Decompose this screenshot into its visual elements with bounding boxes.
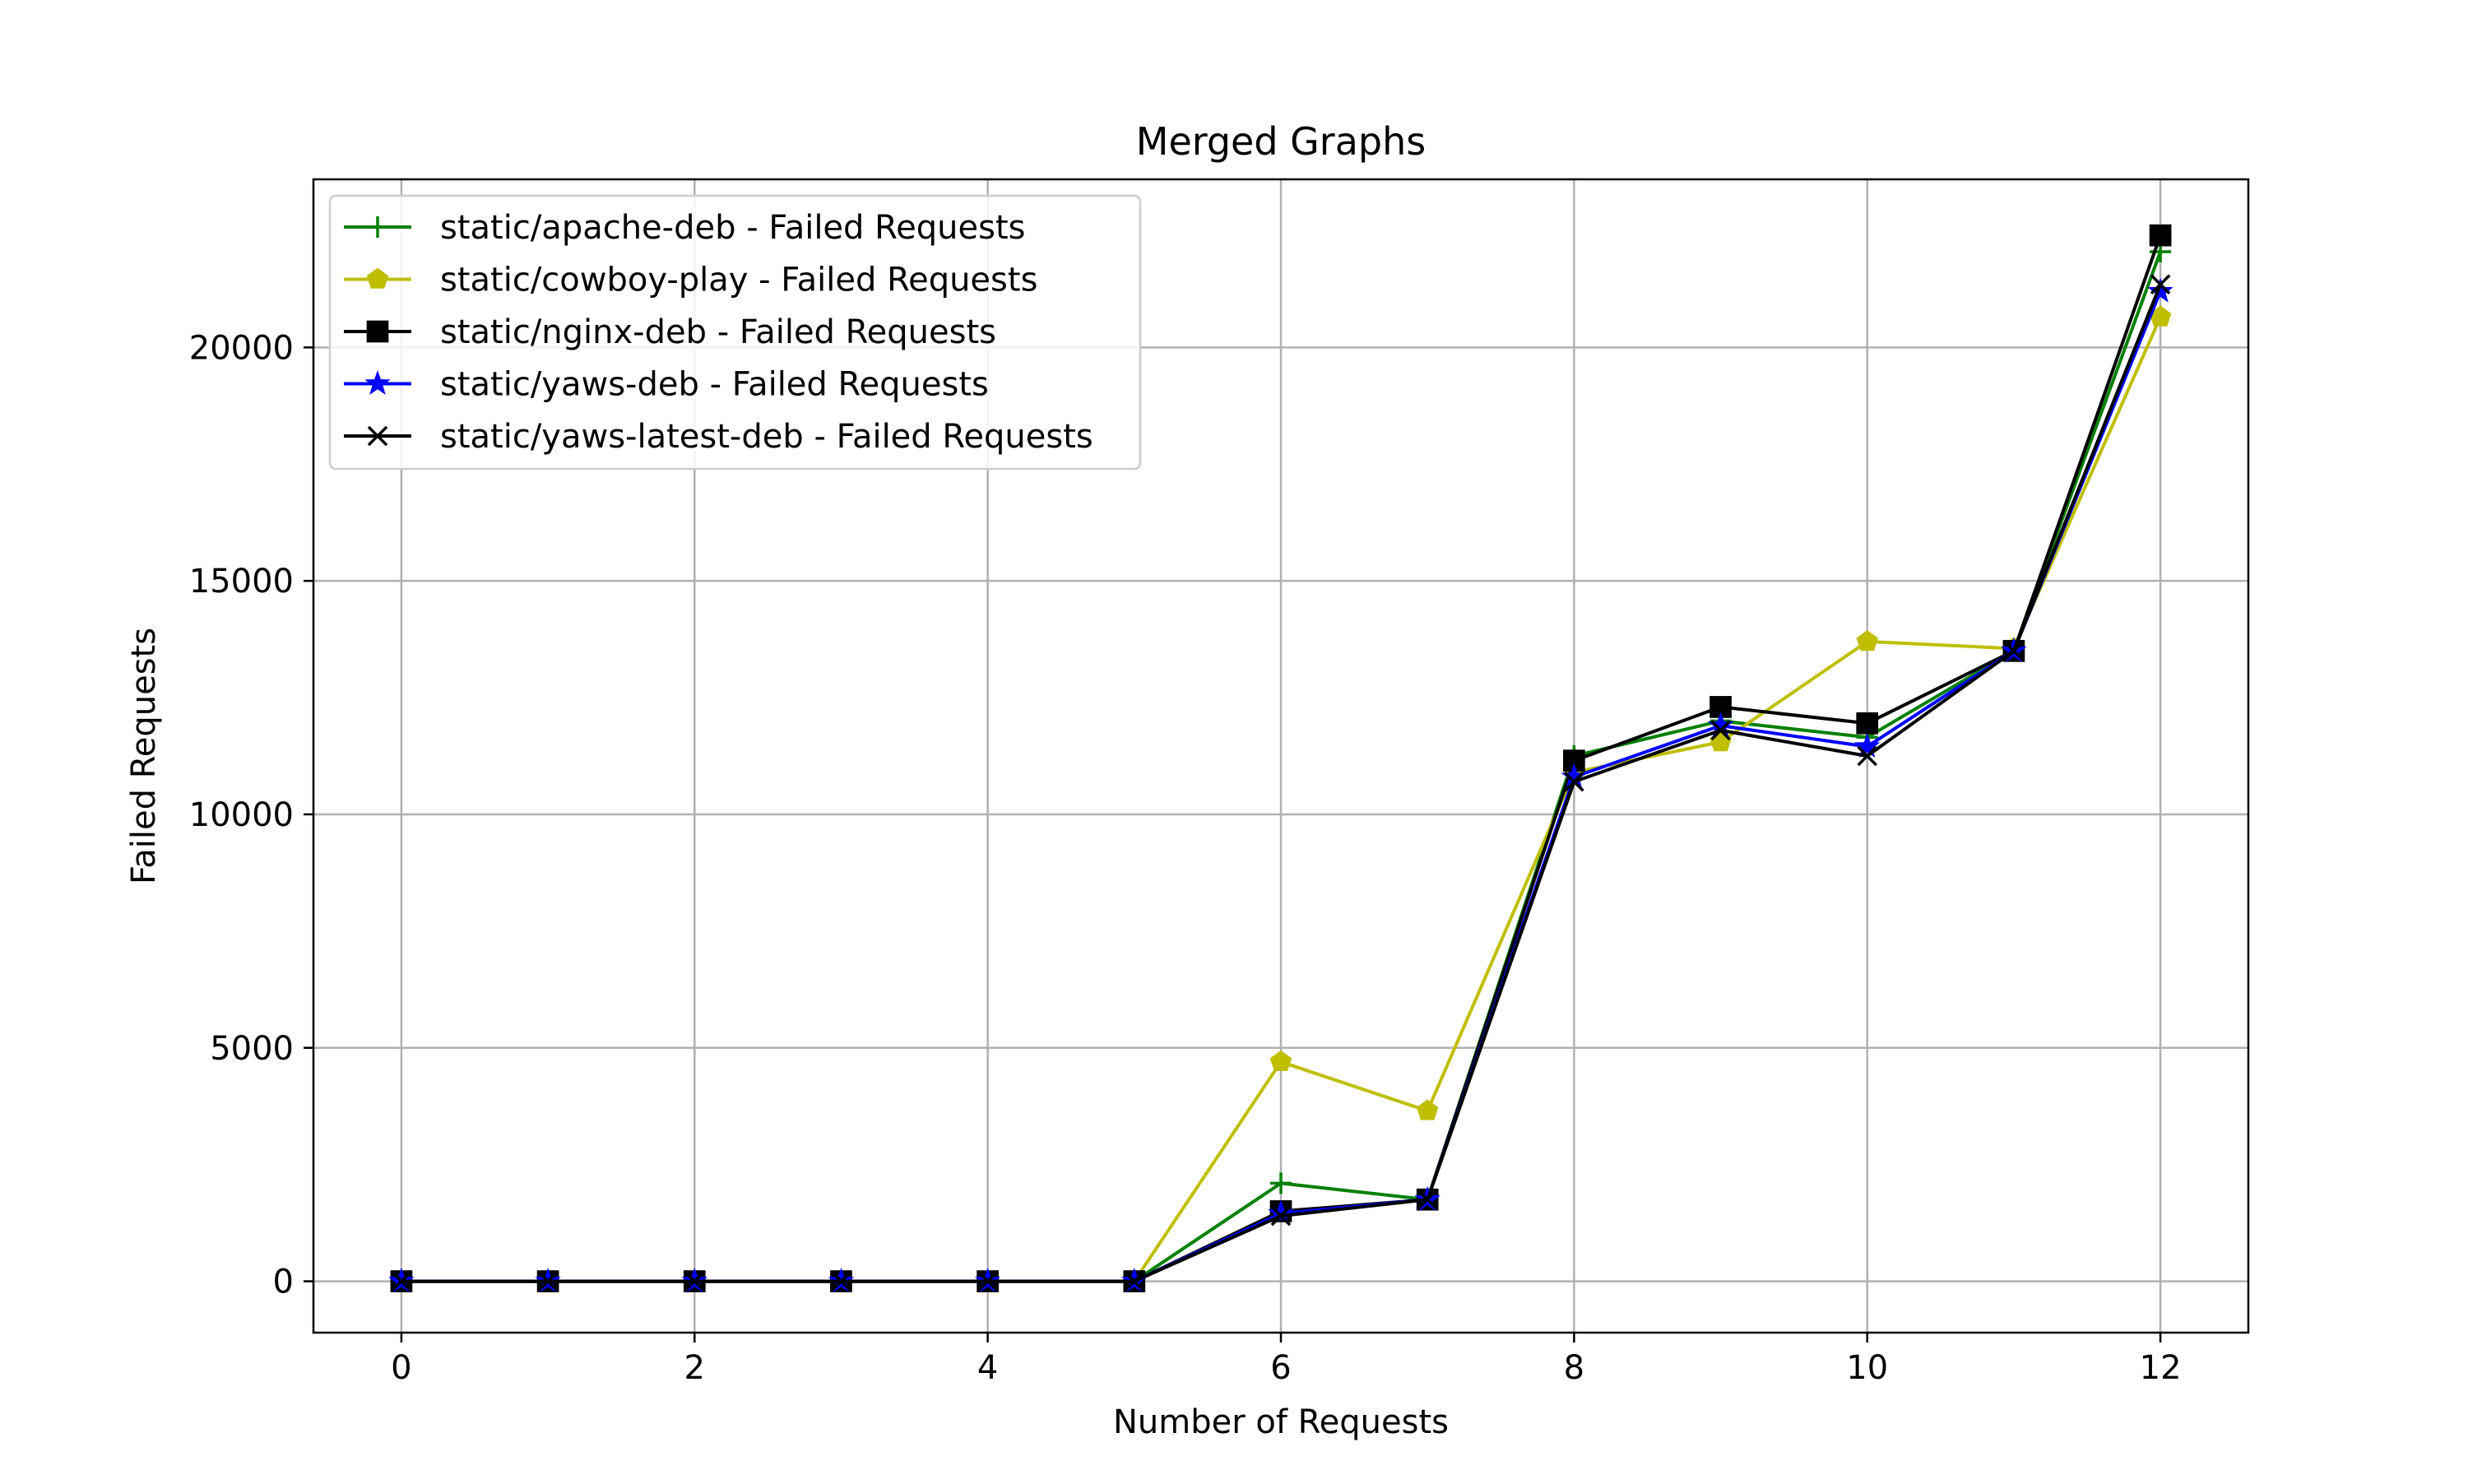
point-marker (977, 1271, 998, 1292)
point-marker (364, 369, 391, 395)
point-marker (366, 267, 389, 289)
legend-label: static/apache-deb - Failed Requests (440, 209, 1025, 247)
point-marker (1853, 733, 1881, 758)
point-marker (1269, 1050, 1292, 1072)
point-marker (1416, 1099, 1439, 1120)
y-tick-label: 10000 (189, 796, 294, 834)
y-tick-label: 20000 (189, 329, 294, 367)
point-marker (1710, 720, 1731, 741)
point-marker (1268, 1199, 1294, 1225)
chart-title: Merged Graphs (1136, 119, 1426, 164)
legend-item: static/cowboy-play - Failed Requests (344, 262, 1037, 299)
point-marker (537, 1271, 559, 1292)
x-tick-label: 6 (1270, 1349, 1291, 1387)
x-axis-label: Number of Requests (1113, 1403, 1449, 1441)
point-marker (1417, 1189, 1438, 1210)
series-layer (388, 224, 2173, 1292)
y-tick-label: 15000 (189, 563, 294, 601)
x-tick-label: 2 (684, 1349, 705, 1387)
point-marker (1270, 1172, 1292, 1194)
point-marker (1270, 1205, 1292, 1227)
point-marker (1857, 745, 1878, 767)
x-tick-label: 8 (1564, 1349, 1584, 1387)
y-tick-label: 5000 (210, 1030, 294, 1068)
point-marker (366, 320, 389, 343)
legend-label: static/yaws-latest-deb - Failed Requests (440, 418, 1093, 456)
legend-item: static/apache-deb - Failed Requests (344, 209, 1025, 247)
legend-item: static/nginx-deb - Failed Requests (344, 313, 996, 351)
x-tick-label: 0 (391, 1349, 411, 1387)
legend: static/apache-deb - Failed Requests stati… (328, 194, 1142, 471)
point-marker (1124, 1271, 1145, 1292)
point-marker (1856, 629, 1878, 652)
point-marker (1564, 771, 1584, 792)
y-axis-label: Failed Requests (125, 628, 163, 884)
point-marker (831, 1271, 851, 1292)
point-marker (1856, 712, 1879, 735)
legend-item: static/yaws-deb - Failed Requests (344, 366, 989, 404)
legend-box (328, 194, 1142, 471)
legend-items: static/apache-deb - Failed Requests stati… (344, 209, 1093, 456)
legend-label: static/nginx-deb - Failed Requests (440, 313, 996, 351)
legend-label: static/yaws-deb - Failed Requests (440, 366, 989, 404)
point-marker (2147, 277, 2173, 303)
ticks-layer: 0 2 4 6 8 10 12 0 5000 10000 15000 20000 (189, 329, 2182, 1387)
point-marker (2150, 274, 2171, 295)
x-tick-label: 10 (1846, 1349, 1888, 1387)
point-marker (367, 216, 388, 238)
point-marker (2003, 640, 2025, 661)
point-marker (391, 1271, 412, 1292)
y-tick-label: 0 (273, 1264, 294, 1301)
x-tick-label: 4 (977, 1349, 998, 1387)
x-tick-label: 12 (2140, 1349, 2182, 1387)
point-marker (2149, 224, 2172, 247)
legend-item: static/yaws-latest-deb - Failed Requests (344, 418, 1093, 456)
point-marker (367, 425, 388, 447)
point-marker (684, 1271, 705, 1292)
series-4 (391, 274, 2171, 1292)
legend-label: static/cowboy-play - Failed Requests (440, 262, 1037, 299)
